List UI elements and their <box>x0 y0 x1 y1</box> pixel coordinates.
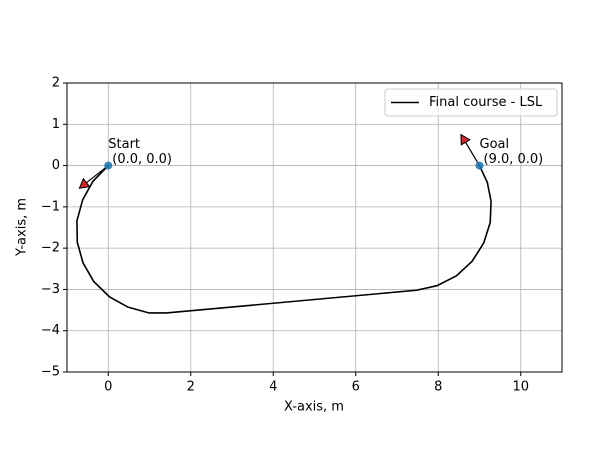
x-tick-label: 10 <box>512 380 529 395</box>
y-tick-label: −2 <box>41 241 60 256</box>
x-tick-label: 0 <box>104 380 112 395</box>
annotation: Goal <box>480 137 510 152</box>
y-tick-label: −3 <box>41 282 60 297</box>
heading-arrow-head <box>78 177 91 189</box>
course-line <box>76 165 492 314</box>
y-tick-label: −5 <box>41 365 60 380</box>
heading-arrow-shaft <box>465 142 481 166</box>
x-tick-label: 2 <box>187 380 195 395</box>
y-tick-label: −4 <box>41 323 60 338</box>
heading-arrow-head <box>460 133 471 146</box>
heading-arrow-shaft <box>86 165 109 184</box>
annotation: Start <box>108 137 140 152</box>
y-tick-label: 0 <box>52 158 60 173</box>
y-tick-label: −1 <box>41 199 60 214</box>
waypoint <box>475 161 484 170</box>
x-tick-label: 4 <box>269 380 277 395</box>
y-axis-label: Y-axis, m <box>15 198 30 257</box>
x-axis-label: X-axis, m <box>284 400 344 415</box>
y-tick-label: 2 <box>52 76 60 91</box>
plot-frame <box>66 82 563 373</box>
x-tick-label: 8 <box>434 380 442 395</box>
y-tick-label: 1 <box>52 117 60 132</box>
x-tick-label: 6 <box>352 380 360 395</box>
annotation: (0.0, 0.0) <box>112 152 172 167</box>
waypoint <box>104 161 113 170</box>
legend-box <box>384 88 558 117</box>
annotation: (9.0, 0.0) <box>484 152 544 167</box>
legend-label: Final course - LSL <box>429 95 543 110</box>
